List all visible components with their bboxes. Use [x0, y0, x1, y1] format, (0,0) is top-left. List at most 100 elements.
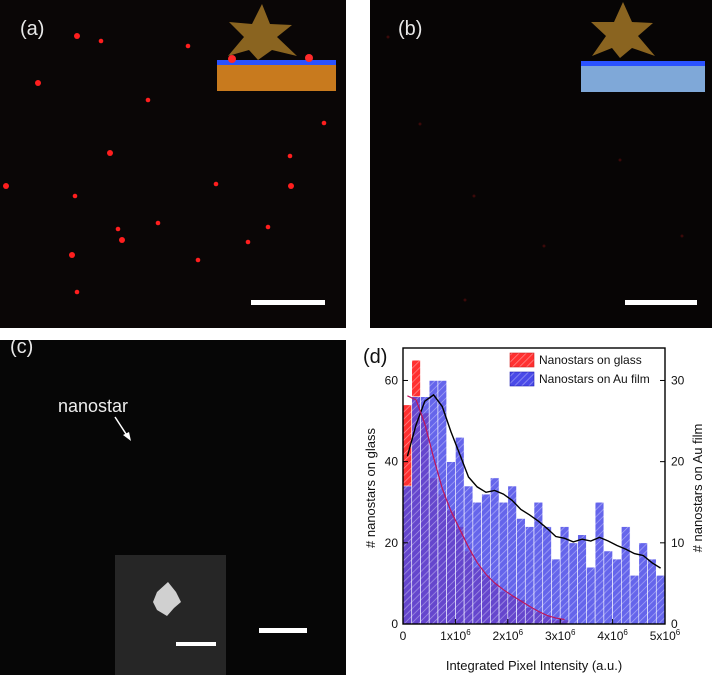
legend-swatch-glass: [509, 352, 535, 368]
au-substrate: [217, 64, 336, 91]
panel-a-schematic: [217, 4, 336, 91]
y-tick-label-right: 0: [671, 617, 678, 631]
fluorescent-spot: [69, 252, 75, 258]
fluorescent-spot: [98, 38, 104, 44]
bar-au-film: [402, 485, 413, 625]
bar-au-film: [551, 558, 561, 625]
faint-spot: [680, 234, 684, 238]
y-tick-label-right: 10: [671, 536, 685, 550]
y-axis-label-left: # nanostars on glass: [363, 428, 378, 548]
annotation-arrow-head: [123, 432, 131, 441]
bar-au-film: [428, 380, 439, 625]
fluorophore: [305, 54, 313, 62]
x-tick-label: 5x106: [650, 628, 681, 643]
panel-a-image: [3, 4, 336, 295]
fluorescent-spot: [213, 181, 219, 187]
glass-substrate: [581, 65, 705, 92]
bar-au-film: [655, 574, 666, 625]
fluorescent-spot: [265, 224, 271, 230]
bar-au-film: [586, 566, 596, 625]
linker-layer: [217, 60, 336, 65]
panel-b-micrograph: (b): [370, 0, 712, 328]
bar-au-film: [612, 558, 622, 625]
histogram-chart: 0 1x106 2x106 3x106 4x106 5x10602040600102030…: [363, 347, 705, 673]
x-tick-label: 4x106: [597, 628, 628, 643]
faint-spot: [542, 244, 546, 248]
fluorescent-spot: [288, 183, 294, 189]
bar-au-film: [481, 493, 491, 625]
y-tick-label-left: 20: [385, 536, 399, 550]
panel-c-image: [114, 416, 226, 675]
bar-au-film: [559, 526, 570, 625]
bar-au-film: [420, 396, 430, 625]
faint-spot: [386, 35, 390, 39]
bar-au-film: [516, 518, 526, 625]
glass-fit-curve: [407, 395, 565, 621]
legend-label-au: Nanostars on Au film: [539, 372, 650, 386]
legend: Nanostars on glass Nanostars on Au film: [509, 352, 650, 387]
bar-au-film: [446, 461, 456, 625]
x-tick-label: 3x106: [545, 628, 576, 643]
inset-scale-bar: [176, 642, 216, 646]
linker-layer: [581, 61, 705, 66]
inset-image: [115, 555, 226, 675]
au-film-bars: [402, 380, 666, 625]
fluorescent-spot: [245, 239, 251, 245]
faint-spot: [472, 194, 476, 198]
scale-bar: [625, 300, 697, 305]
x-tick-label: 0: [400, 629, 407, 643]
bar-au-film: [490, 477, 500, 625]
y-tick-label-left: 40: [385, 455, 399, 469]
nanostar-glyph: [591, 2, 655, 58]
nanostar-annotation: nanostar: [58, 396, 129, 416]
bar-au-film: [647, 558, 657, 625]
inset-nanostar: [153, 582, 181, 616]
y-tick-label-left: 60: [385, 373, 399, 387]
fluorescent-spot: [287, 153, 293, 159]
scale-bar: [251, 300, 325, 305]
fluorescent-spot: [107, 150, 113, 156]
bar-au-film: [629, 574, 640, 625]
y-tick-label-left: 0: [391, 617, 398, 631]
x-tick-label: 2x106: [493, 628, 524, 643]
legend-swatch-au: [509, 371, 535, 387]
bar-au-film: [463, 485, 474, 625]
bar-au-film: [594, 501, 605, 625]
panel-d-histogram: 0 1x106 2x106 3x106 4x106 5x106 0 20 40 60 0 10 20 30…: [355, 340, 712, 675]
plot-frame: [402, 347, 666, 625]
panel-b-dots: [386, 35, 684, 302]
nanostar-glyph: [228, 4, 297, 60]
fluorescent-spot: [195, 257, 201, 263]
fluorescent-spot: [74, 33, 80, 39]
y-axis-label-right: # nanostars on Au film: [690, 424, 705, 553]
fluorescent-spot: [74, 289, 80, 295]
fluorescent-spot: [119, 237, 125, 243]
panel-a-dots: [3, 33, 327, 295]
fluorescent-spot: [35, 80, 41, 86]
bar-au-film: [455, 436, 465, 625]
y-tick-label-right: 20: [671, 455, 685, 469]
x-axis-label: Integrated Pixel Intensity (a.u.): [446, 658, 622, 673]
bar-au-film: [507, 485, 517, 625]
fluorescent-spot: [321, 120, 327, 126]
y-tick-label-right: 30: [671, 373, 685, 387]
scale-bar: [259, 628, 307, 633]
bar-au-film: [621, 526, 631, 625]
panel-a-label: (a): [20, 18, 45, 40]
panel-d-label: (d): [363, 346, 388, 368]
fluorescent-spot: [145, 97, 151, 103]
au-fit-curve: [406, 393, 661, 569]
fluorescent-spot: [72, 193, 78, 199]
legend-label-glass: Nanostars on glass: [539, 353, 642, 367]
faint-spot: [618, 158, 622, 162]
fluorophore: [228, 55, 236, 63]
fluorescent-spot: [3, 183, 9, 189]
fluorescent-spot: [155, 220, 161, 226]
panel-a-micrograph: (a): [0, 0, 346, 328]
bar-au-film: [568, 542, 578, 625]
fluorescent-spot: [185, 43, 191, 49]
bar-au-film: [603, 550, 613, 625]
bar-au-film: [524, 526, 535, 625]
faint-spot: [418, 122, 422, 126]
